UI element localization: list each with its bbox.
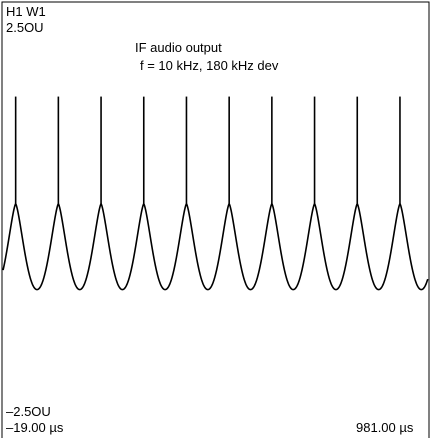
annotation-line-1: IF audio output bbox=[135, 40, 222, 55]
annotation-line-2: f = 10 kHz, 180 kHz dev bbox=[140, 58, 279, 73]
y-min-label: –2.5OU bbox=[6, 404, 51, 419]
trace-id-label: H1 W1 bbox=[6, 4, 46, 19]
x-max-label: 981.00 µs bbox=[356, 420, 414, 435]
y-max-label: 2.5OU bbox=[6, 20, 44, 35]
x-min-label: –19.00 µs bbox=[6, 420, 64, 435]
waveform-trace bbox=[2, 203, 429, 291]
waveform-group bbox=[2, 96, 429, 291]
